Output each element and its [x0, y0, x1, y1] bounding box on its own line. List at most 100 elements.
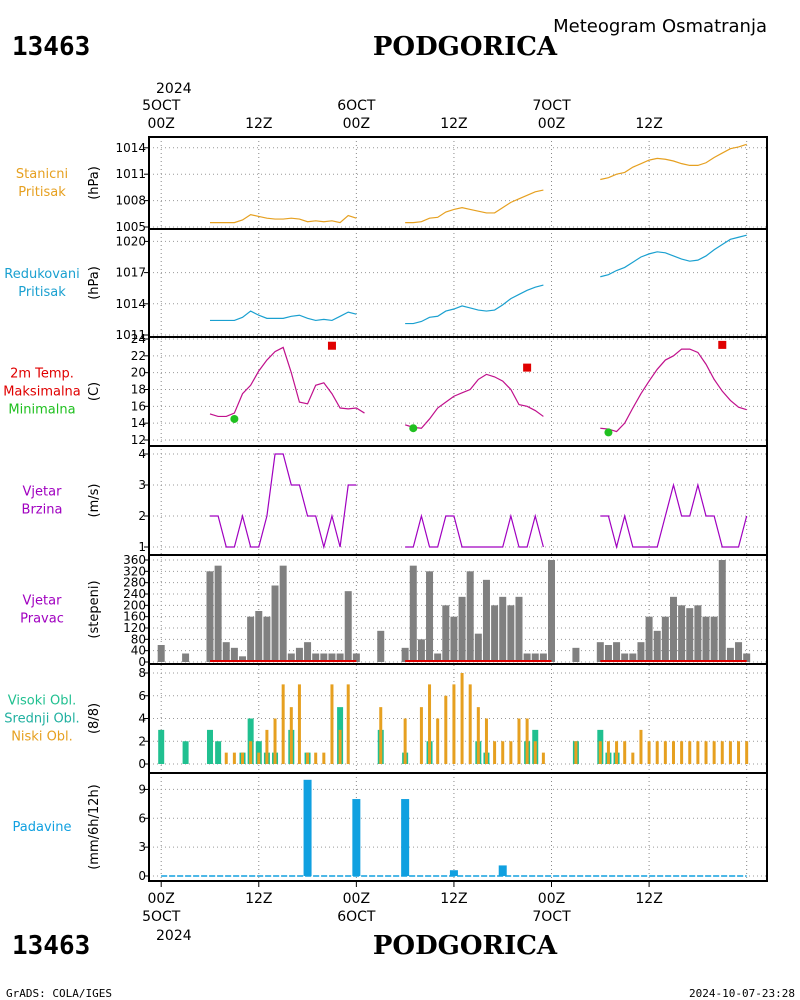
wind-direction-bar [377, 630, 385, 662]
wind-speed-line [405, 513, 544, 548]
reduced-pressure-label: Pritisak [18, 285, 66, 300]
high-cloud-bar [206, 729, 213, 764]
low-cloud-bar [509, 741, 513, 764]
temperature-line [404, 373, 544, 429]
cloud-cover-ytick-label: 6 [138, 689, 146, 703]
low-cloud-bar [615, 741, 619, 764]
low-cloud-bar [639, 729, 643, 764]
station-pressure-line [600, 143, 747, 181]
low-cloud-bar [501, 741, 505, 764]
low-cloud-bar [419, 707, 423, 764]
low-cloud-bar [720, 741, 724, 764]
station-pressure-frame [148, 136, 768, 230]
tmin-marker [409, 424, 418, 433]
wind-direction-ytick-label: 360 [123, 553, 146, 567]
wind-direction-bar [214, 565, 222, 662]
low-cloud-bar [289, 707, 293, 764]
reduced-pressure-frame [148, 228, 768, 338]
low-cloud-bar [647, 741, 651, 764]
temperature-ytick-label: 16 [131, 399, 146, 413]
reduced-pressure-ylabel: (hPa) [87, 266, 102, 300]
wind-direction-bar [735, 642, 743, 662]
wind-direction-ytick-label: 200 [123, 598, 146, 612]
top-year: 2024 [156, 81, 192, 97]
wind-speed-label: Brzina [22, 503, 63, 518]
reduced-pressure-ytick-label: 1011 [115, 328, 146, 342]
top-date-label: 5OCT [142, 98, 181, 114]
wind-direction-bar [295, 647, 303, 662]
wind-direction-bar [637, 642, 645, 662]
temperature-ytick-label: 22 [131, 349, 146, 363]
top-hour-label: 00Z [343, 116, 370, 132]
wind-direction-bar [507, 605, 515, 662]
wind-direction-bar [328, 653, 336, 662]
wind-direction-bar [645, 616, 653, 662]
wind-direction-bar [255, 611, 263, 662]
wind-direction-bar [669, 596, 677, 662]
low-cloud-bar [444, 695, 448, 764]
wind-direction-ytick-label: 80 [131, 632, 146, 646]
wind-direction-bar [539, 653, 547, 662]
low-cloud-bar [403, 718, 407, 764]
wind-direction-bar [523, 653, 531, 662]
wind-direction-bar [312, 653, 320, 662]
wind-direction-bar [466, 571, 474, 662]
low-cloud-bar [663, 741, 667, 764]
bottom-date-label: 6OCT [337, 909, 376, 925]
low-cloud-bar [314, 752, 318, 764]
wind-direction-bar [491, 605, 499, 662]
low-cloud-bar [346, 684, 350, 764]
wind-direction-label: Pravac [20, 612, 64, 627]
tmax-marker [327, 341, 336, 350]
low-cloud-bar [728, 741, 732, 764]
wind-direction-bar [710, 616, 718, 662]
cloud-cover-label: Srednji Obl. [4, 712, 79, 727]
precipitation-ytick-label: 6 [138, 811, 146, 825]
wind-direction-ytick-label: 160 [123, 610, 146, 624]
reduced-pressure-line [600, 234, 747, 278]
wind-direction-bar [694, 605, 702, 662]
wind-direction-bar [621, 653, 629, 662]
low-cloud-bar [696, 741, 700, 764]
low-cloud-bar [460, 673, 464, 764]
low-cloud-bar [493, 741, 497, 764]
low-cloud-bar [428, 684, 432, 764]
precipitation-ytick-label: 9 [138, 782, 146, 796]
cloud-cover-ytick-label: 0 [138, 757, 146, 771]
wind-speed-ytick-label: 2 [138, 509, 146, 523]
low-cloud-bar [306, 752, 310, 764]
precip-bar [498, 865, 507, 876]
wind-direction-bar [515, 596, 523, 662]
temperature-label: Minimalna [8, 403, 75, 418]
wind-direction-label: Vjetar [23, 594, 63, 609]
precipitation-ytick-label: 0 [138, 869, 146, 883]
low-cloud-bar [330, 684, 334, 764]
wind-direction-bar [409, 565, 417, 662]
wind-direction-bar [344, 591, 352, 662]
wind-direction-bar [271, 585, 279, 662]
wind-direction-bar [661, 616, 669, 662]
low-cloud-bar [606, 741, 610, 764]
wind-direction-bar [442, 605, 450, 662]
low-cloud-bar [525, 718, 529, 764]
precip-bar [303, 779, 312, 876]
wind-direction-bar [247, 616, 255, 662]
wind-speed-line [600, 482, 748, 550]
precipitation-frame [148, 772, 768, 882]
wind-direction-bar [482, 579, 490, 662]
wind-speed-line [209, 453, 357, 550]
bottom-hour-label: 00Z [147, 891, 174, 907]
wind-direction-bar [287, 653, 295, 662]
grid-layer [149, 137, 767, 881]
tmin-marker [230, 414, 239, 423]
wind-speed-ytick-label: 1 [138, 540, 146, 554]
low-cloud-bar [631, 752, 635, 764]
top-date-label: 7OCT [532, 98, 571, 114]
cloud-cover-ylabel: (8/8) [87, 703, 102, 734]
low-cloud-bar [745, 741, 749, 764]
wind-direction-bar [182, 653, 190, 662]
wind-direction-bar [726, 647, 734, 662]
low-cloud-bar [436, 718, 440, 764]
wind-direction-bar [653, 630, 661, 662]
